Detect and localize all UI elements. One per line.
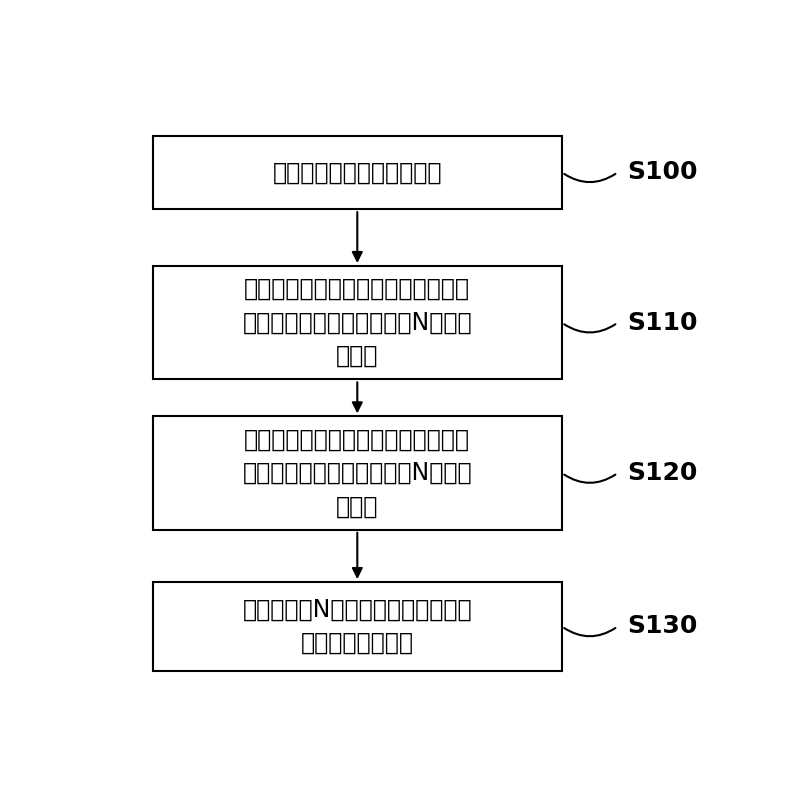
Text: S120: S120 — [627, 461, 698, 485]
Text: 以第二能量和第二剂量对所述栅极侧
壁的半导体衬底执行第二次N型轻掺
杂工艺: 以第二能量和第二剂量对所述栅极侧 壁的半导体衬底执行第二次N型轻掺 杂工艺 — [242, 427, 472, 519]
Text: 对完成所有N型轻掺杂工艺的半导体
衬底执行退火工艺: 对完成所有N型轻掺杂工艺的半导体 衬底执行退火工艺 — [242, 598, 472, 655]
Text: 提供具有栅极的半导体衬底: 提供具有栅极的半导体衬底 — [273, 160, 442, 184]
Bar — [153, 266, 562, 379]
Text: S130: S130 — [627, 614, 698, 638]
Bar — [153, 416, 562, 530]
Text: S110: S110 — [627, 311, 698, 335]
Bar — [153, 135, 562, 209]
Text: 以第一能量和第一剂量对所述栅极侧
壁的半导体衬底执行第一次N型轻掺
杂工艺: 以第一能量和第一剂量对所述栅极侧 壁的半导体衬底执行第一次N型轻掺 杂工艺 — [242, 277, 472, 368]
Bar — [153, 582, 562, 671]
Text: S100: S100 — [627, 160, 698, 184]
